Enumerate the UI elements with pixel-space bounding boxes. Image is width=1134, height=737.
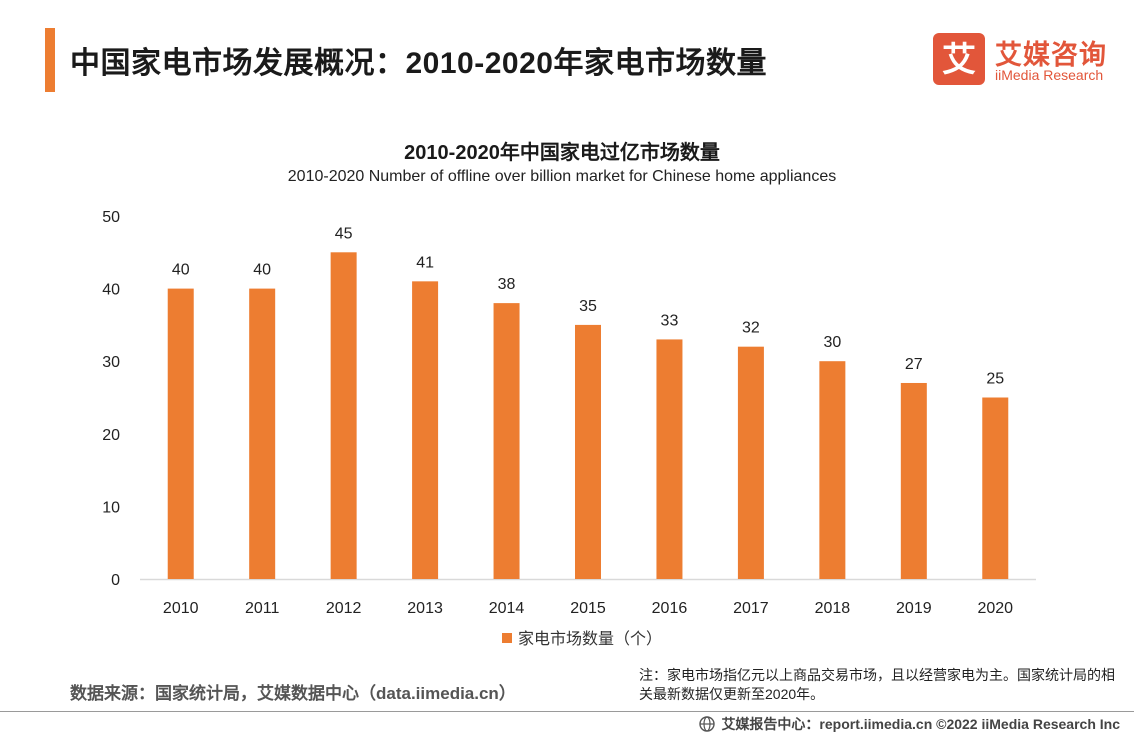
- y-tick-label: 10: [102, 499, 120, 516]
- x-tick-label: 2020: [977, 600, 1013, 617]
- data-label: 40: [172, 262, 190, 279]
- page-title: 中国家电市场发展概况：2010-2020年家电市场数量: [70, 47, 767, 80]
- data-label: 27: [905, 356, 923, 373]
- data-source: 数据来源：国家统计局，艾媒数据中心（data.iimedia.cn）: [70, 684, 516, 703]
- bar: [982, 397, 1009, 579]
- data-label: 32: [742, 320, 760, 337]
- data-label: 33: [661, 312, 679, 329]
- chart-title: 2010-2020年中国家电过亿市场数量: [404, 142, 720, 164]
- data-label: 38: [498, 276, 516, 293]
- x-tick-label: 2010: [163, 600, 199, 617]
- bar: [249, 288, 276, 579]
- bar: [412, 281, 439, 579]
- data-label: 41: [416, 254, 434, 271]
- logo-en-text: iiMedia Research: [995, 67, 1104, 83]
- x-tick-label: 2014: [489, 600, 525, 617]
- footer: 艾媒报告中心：report.iimedia.cn ©2022 iiMedia R…: [699, 714, 1120, 734]
- globe-icon: [699, 716, 716, 732]
- y-tick-label: 20: [102, 427, 120, 444]
- legend-label: 家电市场数量（个）: [518, 629, 662, 648]
- brand-logo: 艾 艾媒咨询 iiMedia Research: [933, 33, 1123, 85]
- bar: [737, 346, 764, 579]
- bar: [167, 288, 194, 579]
- bar: [330, 252, 357, 580]
- chart-note: 注：家电市场指亿元以上商品交易市场，且以经营家电为主。国家统计局的相关最新数据仅…: [639, 667, 1115, 702]
- data-label: 45: [335, 225, 353, 242]
- y-tick-label: 50: [102, 209, 120, 226]
- data-label: 35: [579, 298, 597, 315]
- bar: [819, 361, 846, 579]
- bar: [900, 382, 927, 579]
- data-label: 30: [823, 334, 841, 351]
- iimedia-logo-icon: 艾: [933, 33, 985, 85]
- legend-swatch: [502, 633, 512, 643]
- y-tick-label: 40: [102, 282, 120, 299]
- title-accent-bar: [45, 28, 55, 92]
- x-tick-label: 2017: [733, 600, 769, 617]
- footer-text: 艾媒报告中心：report.iimedia.cn ©2022 iiMedia R…: [721, 716, 1120, 732]
- chart-subtitle: 2010-2020 Number of offline over billion…: [287, 168, 837, 185]
- x-tick-label: 2016: [652, 600, 688, 617]
- y-tick-label: 30: [102, 354, 120, 371]
- bar: [656, 339, 683, 579]
- data-label: 40: [253, 262, 271, 279]
- logo-mark-char: 艾: [942, 40, 976, 80]
- bar: [493, 303, 520, 579]
- x-tick-label: 2018: [815, 600, 851, 617]
- x-tick-label: 2012: [326, 600, 362, 617]
- x-tick-label: 2011: [245, 600, 280, 617]
- footer-divider: [0, 711, 1134, 712]
- x-tick-label: 2015: [570, 600, 606, 617]
- bar: [575, 324, 601, 579]
- logo-cn-text: 艾媒咨询: [995, 40, 1107, 70]
- y-tick-label: 0: [111, 572, 120, 589]
- x-tick-label: 2019: [896, 600, 932, 617]
- data-label: 25: [986, 371, 1004, 388]
- x-tick-label: 2013: [407, 600, 443, 617]
